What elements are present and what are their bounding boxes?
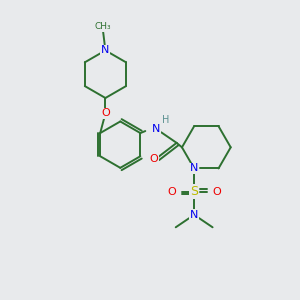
Text: O: O: [149, 154, 158, 164]
Text: N: N: [101, 45, 110, 56]
Text: O: O: [101, 108, 110, 118]
Text: O: O: [167, 187, 176, 196]
Text: CH₃: CH₃: [95, 22, 111, 31]
Text: O: O: [212, 187, 221, 196]
Text: N: N: [152, 124, 160, 134]
Text: N: N: [190, 210, 198, 220]
Text: N: N: [190, 164, 198, 173]
Text: S: S: [190, 185, 198, 198]
Text: H: H: [162, 115, 170, 125]
